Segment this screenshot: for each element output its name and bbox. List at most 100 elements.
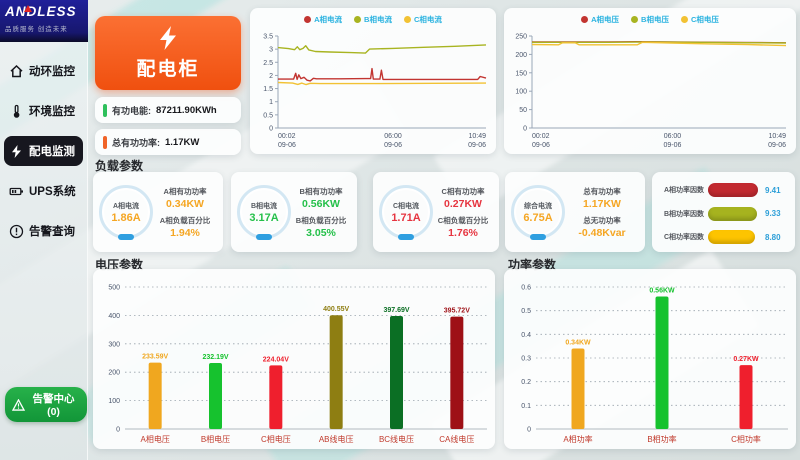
active-energy-value: 87211.90KWh: [156, 104, 217, 116]
sidebar-item-alarm-query[interactable]: 告警查询: [0, 216, 87, 246]
legend-item[interactable]: B相电流: [354, 14, 392, 25]
cabinet-button-label: 配电柜: [136, 58, 200, 80]
legend-item[interactable]: A相电流: [304, 14, 342, 25]
legend-item[interactable]: C相电流: [403, 14, 442, 25]
axis-label: 0: [523, 126, 527, 133]
legend-label: C相电压: [690, 15, 719, 24]
sidebar-item-power-monitor[interactable]: 配电监测: [4, 136, 83, 166]
voltage-bar-chart: 0 100 200 300 400 500 233.59V A相电压 232.19V B相电压 22…: [93, 269, 495, 449]
metric-label: 总有功功率: [583, 186, 621, 196]
axis-label: 0.34KW: [565, 340, 591, 347]
axis-label: 100: [108, 398, 120, 405]
bar: [655, 296, 669, 429]
load-card-total: 综合电流 6.75A 总有功功率 1.17KW 总无功功率 -0.48Kvar: [505, 172, 645, 252]
sidebar: ANDLESS 品质服务 创造未来 动环监控 环境监控 配电: [0, 0, 88, 460]
axis-label: 09-06: [664, 142, 682, 149]
legend-item[interactable]: A相电压: [581, 14, 619, 25]
legend-dot-icon: [403, 16, 411, 23]
chart-legend: A相电压 B相电压 C相电压: [504, 8, 796, 26]
axis-label: 3.5: [263, 34, 273, 41]
axis-label: 09-06: [384, 142, 402, 149]
axis-label: B相功率: [647, 434, 676, 444]
sidebar-item-label: 告警查询: [29, 226, 75, 238]
pf-bar: [708, 183, 761, 197]
cabinet-button[interactable]: 配电柜: [95, 16, 241, 90]
axis-label: A相电压: [140, 434, 169, 444]
axis-label: 0.5: [263, 112, 273, 119]
axis-label: 50: [519, 107, 527, 114]
axis-label: CA线电压: [439, 434, 474, 444]
axis-label: 224.04V: [263, 356, 289, 363]
pf-label: B相功率因数: [663, 210, 704, 218]
gauge-label: 综合电流: [524, 202, 552, 210]
axis-label: 0.56KW: [649, 287, 675, 294]
sidebar-item-ups[interactable]: UPS系统: [0, 176, 87, 206]
pf-value: 9.41: [765, 185, 781, 195]
gauge-progress-chip: [118, 234, 134, 240]
axis-label: 2: [269, 73, 273, 80]
brand-accent-triangle: [24, 5, 32, 12]
gauge-value: 1.71A: [391, 211, 421, 224]
pf-value: 8.80: [765, 232, 781, 242]
sidebar-item-environment[interactable]: 环境监控: [0, 96, 87, 126]
bar: [209, 363, 222, 429]
sidebar-item-label: UPS系统: [29, 186, 76, 198]
sidebar-menu: 动环监控 环境监控 配电监测 UPS系统: [0, 56, 87, 246]
lightning-icon: [158, 25, 178, 50]
legend-label: A相电压: [591, 15, 620, 24]
thermometer-icon: [9, 104, 24, 119]
axis-label: 00:02: [532, 133, 550, 140]
legend-label: A相电流: [314, 15, 343, 24]
gauge-progress-chip: [530, 234, 546, 240]
voltage-section-title: 电压参数: [95, 258, 144, 272]
metric-label: A相有功功率: [163, 186, 207, 196]
current-gauge: B相电流 3.17A: [237, 185, 291, 240]
total-power-value: 1.17KW: [165, 136, 200, 148]
axis-label: 06:00: [664, 133, 682, 140]
total-power-card: 总有功功率: 1.17KW: [95, 129, 241, 155]
alert-circle-icon: [9, 224, 24, 239]
bar: [571, 348, 585, 429]
legend-item[interactable]: B相电压: [631, 14, 669, 25]
bar: [148, 362, 162, 429]
legend-dot-icon: [354, 16, 362, 23]
axis-label: 400: [108, 313, 120, 320]
axis-label: 09-06: [532, 142, 550, 149]
bar: [739, 365, 753, 429]
legend-dot-icon: [304, 16, 312, 23]
pf-bar: [708, 206, 761, 221]
legend-item[interactable]: C相电压: [680, 14, 719, 25]
axis-label: 232.19V: [202, 354, 228, 361]
power-bar-chart: 0 0.1 0.2 0.3 0.4 0.5 0.6 0.34KW A相功率 0.56KW B相功率 0…: [504, 269, 796, 449]
gauge-value: 3.17A: [249, 211, 279, 224]
axis-label: 395.72V: [444, 308, 470, 315]
active-energy-card: 有功电能: 87211.90KWh: [95, 97, 241, 123]
chart-plot-area: 0 100 200 300 400 500 233.59V A相电压 232.19V B相电压 22…: [93, 269, 495, 449]
metric-label: A相负载百分比: [159, 215, 211, 225]
axis-label: 150: [515, 70, 527, 77]
axis-label: 2.5: [263, 60, 273, 67]
metric-label: B相负载百分比: [295, 215, 347, 225]
sidebar-item-label: 配电监测: [29, 146, 75, 158]
axis-label: 10:49: [468, 133, 486, 140]
active-energy-label: 有功电能:: [112, 105, 151, 116]
axis-label: BC线电压: [379, 434, 414, 444]
axis-label: 1.5: [263, 86, 273, 93]
total-power-label: 总有功功率:: [112, 137, 160, 148]
axis-label: 1: [269, 99, 273, 106]
load-card-phase-b: B相电流 3.17A B相有功功率 0.56KW B相负载百分比 3.05%: [231, 172, 357, 252]
metric-label: 总无功功率: [583, 215, 621, 225]
gauge-label: A相电流: [112, 202, 140, 210]
axis-label: 0.27KW: [733, 356, 759, 363]
axis-label: 0.6: [521, 285, 531, 292]
metric-label: C相负载百分比: [437, 215, 489, 225]
sidebar-item-dynamic-env[interactable]: 动环监控: [0, 56, 87, 86]
axis-label: 233.59V: [142, 354, 168, 361]
voltage-trend-chart: A相电压 B相电压 C相电压 0 50 100 150 200 250 00:02 09-06 06…: [504, 8, 796, 154]
axis-label: 00:02: [278, 133, 296, 140]
alarm-center-button[interactable]: 告警中心(0): [5, 387, 87, 422]
axis-label: 09-06: [768, 142, 786, 149]
pf-bar: [708, 230, 761, 244]
bar: [329, 315, 343, 429]
axis-label: 0.2: [521, 379, 531, 386]
